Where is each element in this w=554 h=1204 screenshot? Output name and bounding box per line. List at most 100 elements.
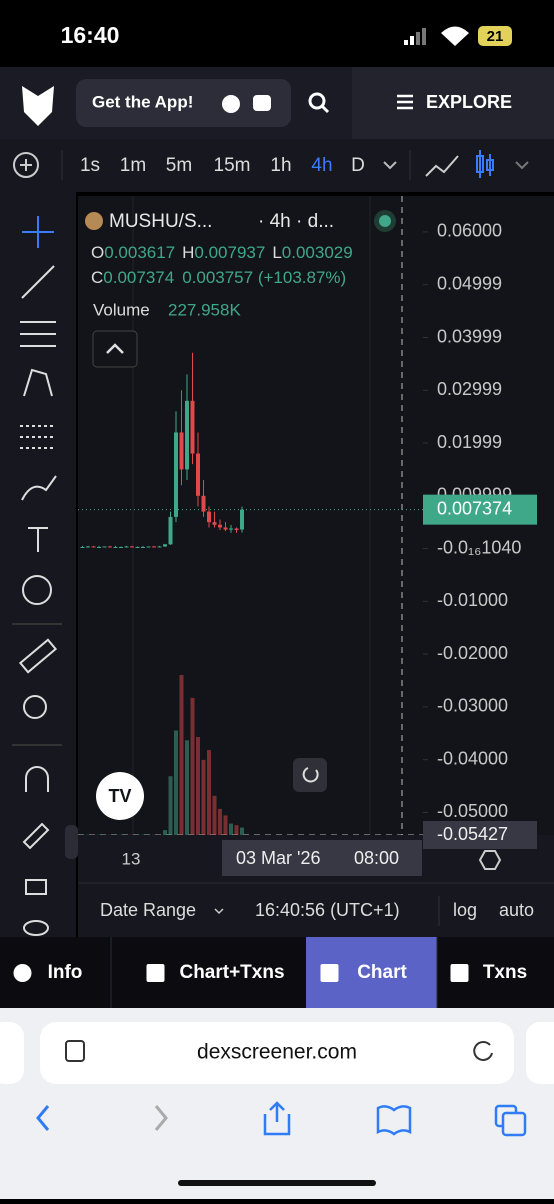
candle-body	[125, 546, 129, 547]
get-app-label: Get the App!	[92, 92, 193, 111]
candle-body	[86, 546, 90, 547]
o-label: O	[91, 243, 104, 262]
pair-name: MUSHU/S...	[109, 211, 212, 232]
price-label: 0.01999	[437, 432, 502, 452]
interval-button[interactable]: 1m	[120, 155, 146, 176]
volume-bar	[180, 675, 184, 835]
price-label: 0.06000	[437, 221, 502, 241]
price-label: -0.05000	[437, 801, 508, 821]
interval-button[interactable]: 1h	[270, 155, 291, 176]
url: dexscreener.com	[197, 1041, 357, 1064]
volume-bar	[185, 740, 189, 835]
bottom-price: -0.05427	[437, 824, 508, 844]
volume-bar	[213, 796, 217, 835]
collapse-legend[interactable]	[93, 331, 137, 367]
h-label: H	[182, 243, 194, 262]
candle-body	[240, 510, 244, 530]
clock: 16:40	[61, 22, 120, 48]
price-label: -0.03000	[437, 696, 508, 716]
price-label: 0.03999	[437, 326, 502, 346]
tab[interactable]: Info	[48, 962, 83, 983]
candle-body	[103, 546, 107, 547]
tab-icon	[14, 964, 32, 982]
volume-bar	[229, 824, 233, 835]
candle-body	[130, 546, 134, 547]
interval-button[interactable]: 1s	[80, 155, 100, 176]
change-value: 0.003757 (+103.87%)	[182, 268, 346, 287]
volume-bar	[235, 825, 239, 835]
tab[interactable]: Chart+Txns	[179, 962, 284, 983]
tab[interactable]: Chart	[357, 962, 407, 983]
volume-bar	[240, 828, 244, 835]
candle-body	[224, 527, 228, 529]
log-toggle[interactable]: log	[453, 900, 477, 920]
l-value: 0.003029	[282, 243, 353, 262]
crosshair-time: 08:00	[354, 848, 399, 868]
collapse-tools[interactable]	[65, 825, 78, 859]
volume-bar	[207, 750, 211, 835]
explore-label: EXPLORE	[426, 92, 512, 112]
home-indicator	[178, 1180, 376, 1186]
candle-body	[92, 546, 96, 547]
interval-button[interactable]: 4h	[311, 155, 332, 176]
last-price: 0.007374	[437, 498, 512, 518]
candle-body	[169, 517, 173, 544]
volume-bar	[163, 830, 167, 835]
crosshair-date: 03 Mar '26	[236, 848, 320, 868]
volume-bar	[174, 731, 178, 835]
reset-button[interactable]	[293, 758, 327, 792]
candle-body	[152, 546, 156, 547]
chart-area	[78, 196, 423, 835]
tab[interactable]: Txns	[483, 962, 527, 983]
candle-body	[163, 544, 167, 546]
interval-button[interactable]: 15m	[214, 155, 251, 176]
price-label: -0.04000	[437, 748, 508, 768]
timezone[interactable]: 16:40:56 (UTC+1)	[255, 900, 400, 920]
candle-body	[207, 512, 211, 523]
tab-icon	[451, 964, 469, 982]
android-icon	[253, 95, 271, 111]
candle-body	[196, 454, 200, 496]
candle-body	[141, 547, 145, 548]
date-range[interactable]: Date Range	[100, 900, 196, 920]
candle-body	[202, 496, 206, 512]
c-value: 0.007374	[103, 268, 174, 287]
price-label: 0.02999	[437, 379, 502, 399]
volume-bar	[169, 776, 173, 835]
candle-body	[174, 432, 178, 516]
tab-icon	[321, 964, 339, 982]
price-label: 0.04999	[437, 273, 502, 293]
candle-body	[158, 546, 162, 547]
l-label: L	[272, 243, 281, 262]
interval-button[interactable]: D	[351, 155, 365, 176]
time-label: 13	[122, 849, 141, 868]
volume-bar	[224, 815, 228, 835]
volume-bar	[191, 698, 195, 835]
candle-body	[108, 546, 112, 547]
price-label: -0.0₁₆1040	[437, 537, 521, 557]
volume-bar	[202, 760, 206, 835]
tool-bar	[0, 192, 76, 937]
candle-body	[81, 547, 85, 548]
candle-body	[213, 522, 217, 525]
logo-mark: TV	[108, 786, 131, 806]
pair-interval: · 4h · d...	[258, 211, 334, 232]
close-row: C0.007374 0.003757 (+103.87%)	[91, 268, 346, 287]
candle-body	[191, 401, 195, 454]
candle-body	[229, 529, 233, 530]
battery-level: 21	[487, 28, 504, 45]
volume-value: 227.958K	[168, 300, 241, 319]
candle-body	[119, 547, 123, 548]
candle-body	[114, 547, 118, 548]
c-label: C	[91, 268, 103, 287]
volume-bar	[218, 809, 222, 835]
candle-body	[136, 547, 140, 548]
auto-toggle[interactable]: auto	[499, 900, 534, 920]
price-label: -0.01000	[437, 590, 508, 610]
candle-body	[180, 432, 184, 469]
tab-icon	[147, 964, 165, 982]
h-value: 0.007937	[194, 243, 265, 262]
interval-button[interactable]: 5m	[166, 155, 192, 176]
